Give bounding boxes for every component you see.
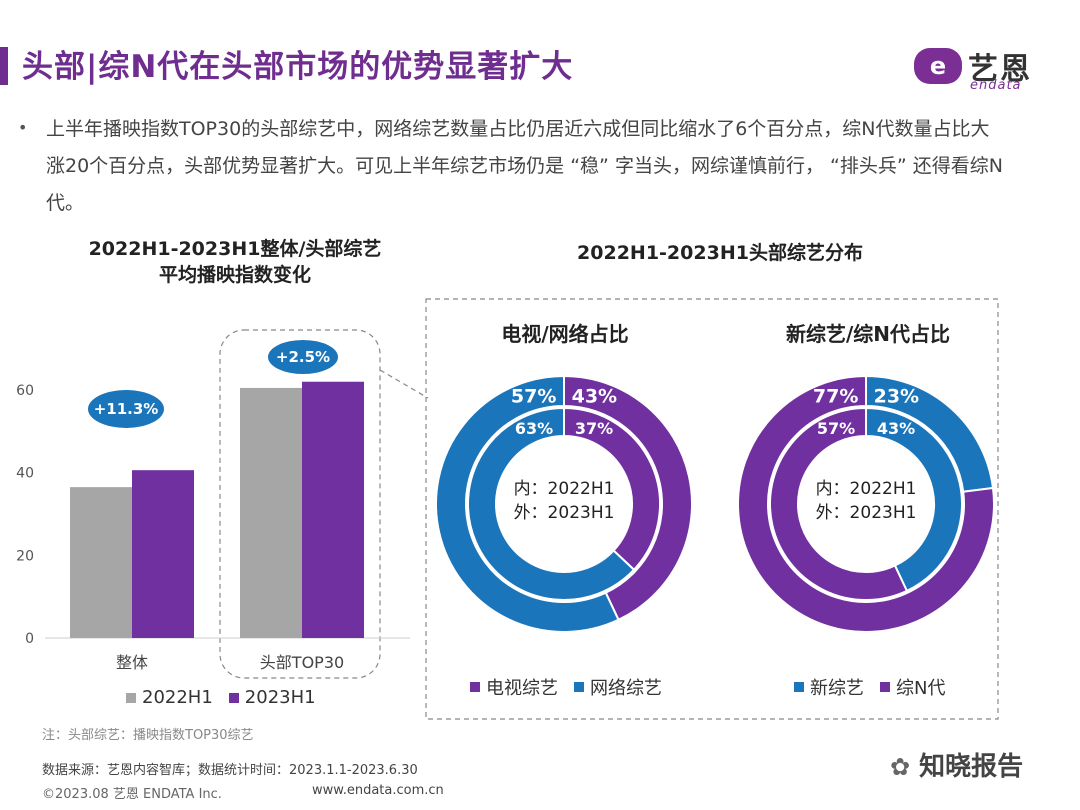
y-tick-label: 40 <box>16 466 34 482</box>
donut1-legend: 电视综艺 网络综艺 <box>470 674 678 700</box>
donut1-inner-label-网络综艺: 63% <box>515 419 553 438</box>
donut-section-title: 2022H1-2023H1头部综艺分布 <box>577 242 863 264</box>
donut1-title: 电视/网络占比 <box>501 322 629 346</box>
y-tick-label: 20 <box>16 548 34 564</box>
donut2-legend: 新综艺 综N代 <box>794 674 961 700</box>
y-tick-label: 60 <box>16 383 34 399</box>
donut2-center-text: 内：2022H1 外：2023H1 <box>796 477 936 525</box>
bar-2022H1-整体 <box>70 487 132 638</box>
bar-legend: 2022H1 2023H1 <box>126 687 332 708</box>
legend-item-sequel: 综N代 <box>880 674 945 700</box>
donut2-outer-label-新综艺: 23% <box>874 385 919 407</box>
donut1-center-line2: 外：2023H1 <box>513 503 615 523</box>
bar-chart-title-line2: 平均播映指数变化 <box>158 264 311 286</box>
legend-swatch-purple <box>470 682 480 692</box>
donut2-inner-label-综N代: 57% <box>817 419 855 438</box>
legend-swatch-purple <box>228 692 239 703</box>
donut1-outer-label-网络综艺: 57% <box>511 385 556 407</box>
legend-label-network: 网络综艺 <box>590 678 662 699</box>
donut2-center-line1: 内：2022H1 <box>815 479 917 499</box>
donut-chart-new-sequel: 23% 77% 43% 57% <box>737 374 995 633</box>
bar-2023H1-头部TOP30 <box>302 381 364 638</box>
legend-label-tv: 电视综艺 <box>486 678 558 699</box>
footnote: 注：头部综艺：播映指数TOP30综艺 <box>42 728 254 743</box>
wechat-icon: ✿ <box>890 753 911 781</box>
top30-highlight-box <box>219 329 381 679</box>
x-category-label: 头部TOP30 <box>260 653 344 672</box>
title-accent-bar <box>0 47 8 85</box>
legend-item-network: 网络综艺 <box>574 674 662 700</box>
legend-label-2022h1: 2022H1 <box>142 687 213 708</box>
page-title: 头部|综N代在头部市场的优势显著扩大 <box>22 49 574 85</box>
watermark-text: 知晓报告 <box>919 752 1024 782</box>
donut2-inner-label-新综艺: 43% <box>877 419 915 438</box>
legend-item-tv: 电视综艺 <box>470 674 558 700</box>
bar-chart-title-line1: 2022H1-2023H1整体/头部综艺 <box>88 238 382 260</box>
logo-en-text: endata <box>970 78 1022 93</box>
legend-label-sequel: 综N代 <box>896 678 946 699</box>
legend-item-2022h1: 2022H1 <box>126 687 213 708</box>
watermark: ✿ 知晓报告 <box>890 746 1023 783</box>
callout-overall-growth: +11.3% <box>88 390 164 428</box>
bullet-dot: • <box>18 118 28 137</box>
bar-2022H1-头部TOP30 <box>240 387 302 638</box>
callout-top30-growth: +2.5% <box>268 340 338 374</box>
summary-paragraph: 上半年播映指数TOP30的头部综艺中，网络综艺数量占比仍居近六成但同比缩水了6个… <box>46 118 1003 214</box>
legend-item-new: 新综艺 <box>794 674 864 700</box>
donut1-inner-label-电视综艺: 37% <box>575 419 613 438</box>
donut2-outer-label-综N代: 77% <box>813 385 858 407</box>
data-source: 数据来源：艺恩内容智库；数据统计时间：2023.1.1-2023.6.30 <box>42 763 418 778</box>
legend-item-2023h1: 2023H1 <box>228 687 316 708</box>
bar-chart: 0 20 40 60 整体 头部TOP30 <box>16 329 410 679</box>
donut1-outer-slice-网络综艺 <box>435 374 620 633</box>
donut-panel-border <box>425 298 999 720</box>
donut1-center-text: 内：2022H1 外：2023H1 <box>494 477 634 525</box>
logo-cn-text: 艺恩 <box>968 52 1032 87</box>
bar-2023H1-整体 <box>132 470 194 638</box>
website-url: www.endata.com.cn <box>312 783 444 798</box>
donut1-inner-slice-网络综艺 <box>467 406 636 601</box>
bar-chart-title: 2022H1-2023H1整体/头部综艺 平均播映指数变化 <box>60 236 410 288</box>
donut1-center-line1: 内：2022H1 <box>513 479 615 499</box>
legend-swatch-blue <box>794 682 804 692</box>
donut2-inner-slice-新综艺 <box>865 406 963 593</box>
y-tick-label: 0 <box>25 631 34 647</box>
donut2-inner-slice-综N代 <box>769 406 909 601</box>
donut2-outer-slice-综N代 <box>737 374 995 633</box>
donut2-title: 新综艺/综N代占比 <box>785 322 951 346</box>
legend-swatch-blue <box>574 682 584 692</box>
legend-swatch-purple <box>880 682 890 692</box>
endata-logo: e 艺恩 endata <box>912 44 1052 94</box>
legend-swatch-gray <box>126 692 136 703</box>
connector-lines <box>379 369 429 399</box>
donut-chart-tv-network: 43% 57% 37% 63% <box>435 374 693 633</box>
donut2-center-line2: 外：2023H1 <box>815 503 917 523</box>
x-category-label: 整体 <box>116 653 148 672</box>
legend-label-2023h1: 2023H1 <box>244 687 316 708</box>
legend-label-new: 新综艺 <box>810 678 864 699</box>
copyright: ©2023.08 艺恩 ENDATA Inc. <box>42 787 222 802</box>
logo-mark: e <box>914 48 962 84</box>
donut1-outer-label-电视综艺: 43% <box>572 385 617 407</box>
